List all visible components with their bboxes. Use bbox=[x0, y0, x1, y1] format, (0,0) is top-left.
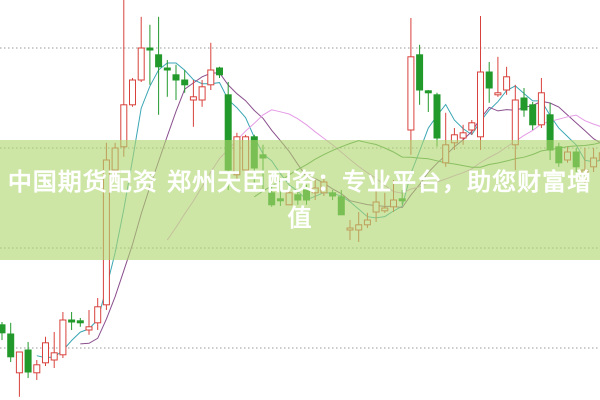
candle-body bbox=[520, 97, 528, 111]
candle-down bbox=[172, 64, 180, 100]
candle-down bbox=[424, 90, 432, 112]
candle-body bbox=[181, 79, 189, 86]
candle-up bbox=[537, 78, 545, 128]
candle-body bbox=[216, 67, 223, 76]
candle-body bbox=[68, 319, 76, 323]
candle-up bbox=[189, 80, 197, 127]
candle-down bbox=[485, 62, 493, 103]
candle-up bbox=[503, 66, 511, 95]
candle-body bbox=[163, 67, 171, 71]
title-banner: 中国期货配资 郑州天臣配资：专业平台，助您财富增值 bbox=[0, 140, 600, 260]
candle-body bbox=[42, 342, 49, 364]
candle-body bbox=[459, 132, 467, 139]
candle-body bbox=[7, 333, 15, 358]
candle-down bbox=[155, 16, 163, 115]
candle-body bbox=[468, 122, 476, 131]
candle-body bbox=[477, 71, 484, 138]
candle-down bbox=[76, 318, 84, 327]
candle-up bbox=[50, 332, 58, 368]
candle-up bbox=[15, 351, 23, 397]
candle-down bbox=[24, 342, 32, 378]
candle-down bbox=[181, 70, 189, 93]
candle-down bbox=[0, 322, 6, 340]
candle-up bbox=[137, 16, 145, 82]
candle-up bbox=[59, 312, 67, 358]
banner-title: 中国期货配资 郑州天臣配资：专业平台，助您财富增值 bbox=[7, 168, 593, 232]
candle-body bbox=[76, 320, 84, 324]
candle-body bbox=[33, 364, 41, 374]
candle-up bbox=[407, 18, 415, 155]
candle-up bbox=[129, 78, 136, 107]
candle-down bbox=[529, 102, 537, 130]
candle-body bbox=[50, 352, 58, 361]
candle-down bbox=[7, 322, 15, 362]
candle-up bbox=[33, 360, 41, 380]
candle-up bbox=[94, 298, 102, 330]
candle-down bbox=[416, 44, 424, 105]
candle-body bbox=[407, 56, 415, 131]
candle-body bbox=[129, 79, 136, 106]
candle-body bbox=[15, 351, 23, 374]
candle-up bbox=[85, 310, 93, 335]
candle-body bbox=[146, 47, 154, 51]
candle-body bbox=[172, 74, 180, 81]
candle-down bbox=[163, 60, 171, 97]
candle-body bbox=[511, 99, 519, 146]
candle-body bbox=[24, 349, 32, 373]
candle-body bbox=[537, 92, 545, 126]
candle-down bbox=[216, 66, 223, 78]
candle-body bbox=[529, 104, 537, 126]
candle-up bbox=[120, 0, 128, 157]
candle-body bbox=[494, 92, 502, 96]
candle-body bbox=[0, 324, 6, 334]
candle-up bbox=[198, 80, 206, 107]
candle-body bbox=[207, 69, 215, 86]
candle-body bbox=[189, 96, 197, 101]
candle-body bbox=[137, 47, 145, 81]
candle-body bbox=[94, 306, 102, 324]
candle-down bbox=[520, 88, 528, 117]
candle-body bbox=[503, 76, 511, 91]
candle-body bbox=[433, 94, 441, 139]
candle-down bbox=[433, 92, 441, 147]
candle-up bbox=[468, 120, 476, 135]
candle-down bbox=[68, 312, 76, 330]
candle-body bbox=[155, 54, 163, 68]
candle-body bbox=[59, 319, 67, 356]
candle-body bbox=[198, 86, 206, 101]
candle-up bbox=[494, 56, 502, 97]
candle-up bbox=[477, 16, 484, 150]
candle-body bbox=[85, 326, 93, 331]
candle-body bbox=[416, 54, 424, 91]
candle-up bbox=[207, 42, 215, 90]
candle-body bbox=[485, 71, 493, 89]
candle-body bbox=[424, 90, 432, 94]
candle-down bbox=[146, 24, 154, 85]
candle-up bbox=[42, 336, 49, 366]
